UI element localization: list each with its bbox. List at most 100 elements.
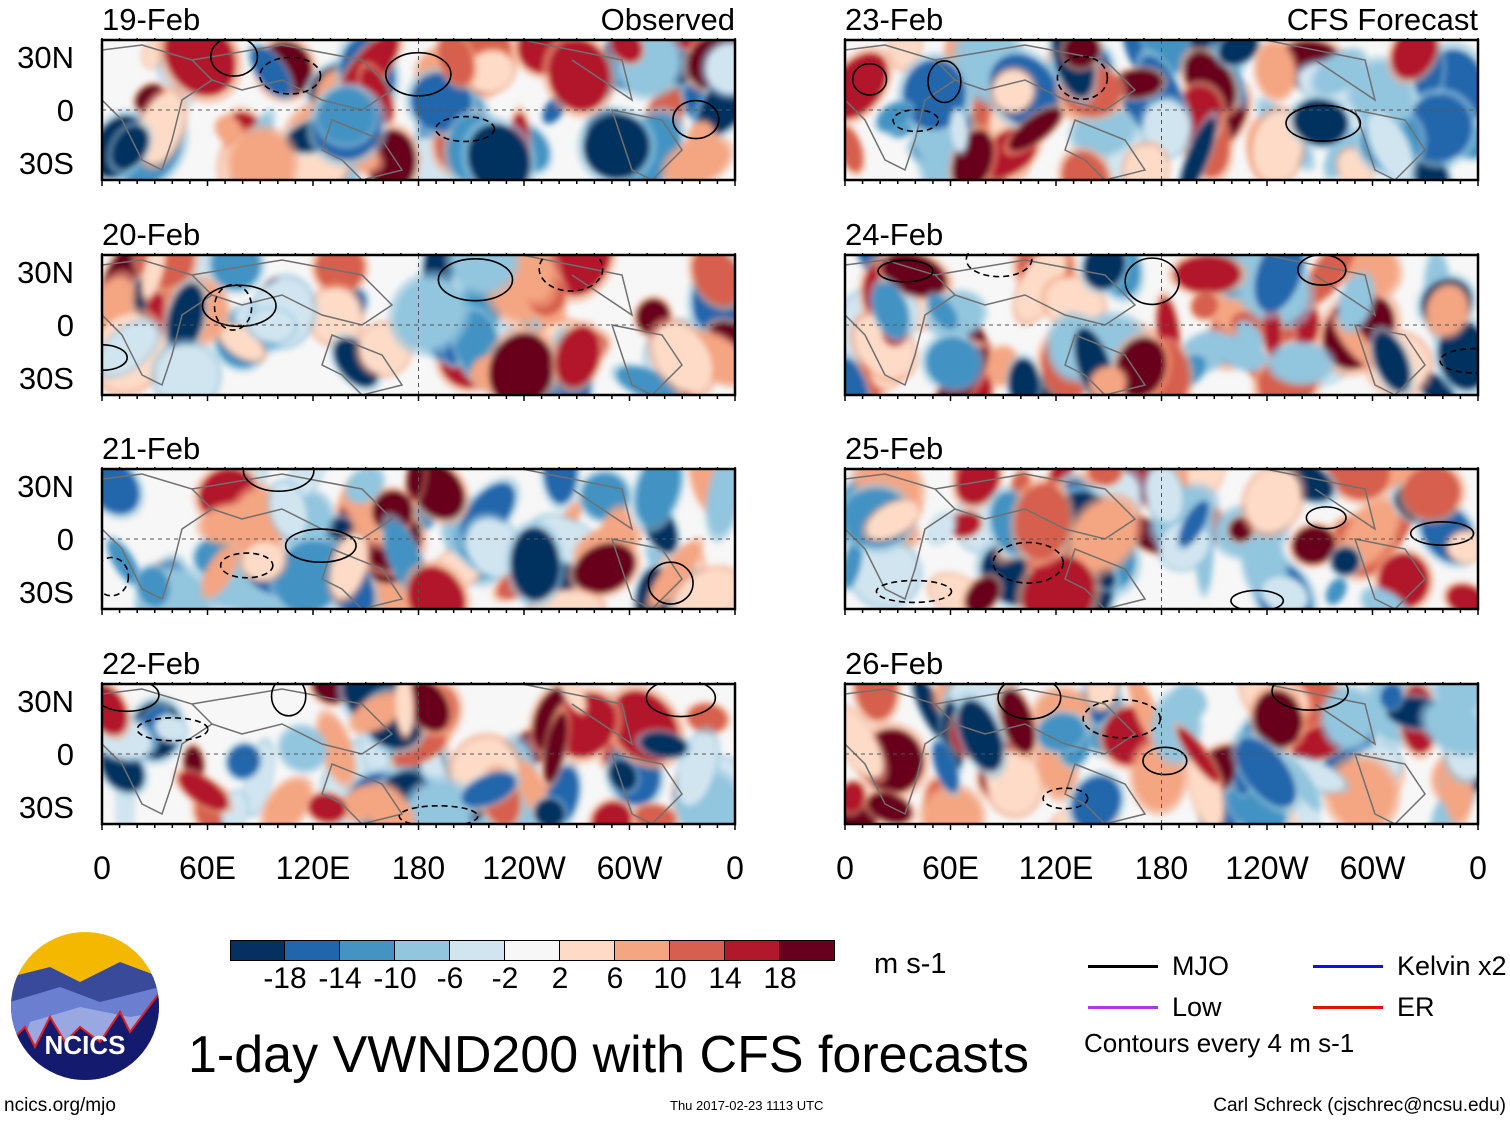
mjo-contour <box>1297 255 1347 286</box>
mjo-contour <box>201 284 277 328</box>
coastline <box>610 753 683 824</box>
anomaly-region <box>556 693 616 758</box>
coastline <box>102 688 214 816</box>
anomaly-region <box>394 278 464 349</box>
lat-label: 0 <box>56 737 74 772</box>
anomaly-region <box>1403 469 1461 519</box>
anomaly-region <box>1146 469 1183 522</box>
anomaly-region <box>653 323 713 392</box>
anomaly-region <box>1115 337 1167 395</box>
coastline <box>845 44 957 172</box>
anomaly-region <box>395 684 414 735</box>
mjo-contour <box>1271 684 1349 711</box>
lon-label: 180 <box>1134 850 1189 886</box>
anomaly-region <box>1087 684 1118 709</box>
anomaly-region <box>406 469 426 502</box>
mjo-contour <box>1042 787 1089 810</box>
mjo-contour <box>209 40 259 77</box>
legend-line <box>1088 1006 1158 1009</box>
anomaly-region <box>102 323 157 374</box>
anomaly-region <box>1237 322 1262 350</box>
lon-label: 0 <box>726 850 744 886</box>
footer-url[interactable]: ncics.org/mjo <box>4 1095 116 1116</box>
anomaly-region <box>1037 713 1085 751</box>
lat-label: 0 <box>56 308 74 343</box>
figure-title: 1-day VWND200 with CFS forecasts <box>188 1026 1029 1084</box>
anomaly-region <box>1299 788 1321 824</box>
anomaly-region <box>640 732 688 758</box>
anomaly-region <box>555 326 601 388</box>
lon-label: 120E <box>1018 850 1094 886</box>
anomaly-region <box>548 40 610 111</box>
legend-label: MJO <box>1172 951 1229 981</box>
lon-label: 180 <box>391 850 446 886</box>
lon-label: 120W <box>1225 850 1309 886</box>
anomaly-region <box>211 255 261 290</box>
anomaly-region <box>352 693 404 732</box>
anomaly-region <box>1292 525 1336 565</box>
anomaly-region <box>706 43 735 94</box>
map-panel <box>843 38 1480 186</box>
anomaly-region <box>845 53 888 119</box>
anomaly-region <box>1071 499 1137 571</box>
anomaly-region <box>178 771 229 811</box>
lat-label: 0 <box>56 93 74 128</box>
anomaly-region <box>559 684 586 712</box>
anomaly-region <box>289 469 326 501</box>
mjo-contour <box>437 258 514 302</box>
contour-note: Contours every 4 m s-1 <box>1084 1028 1355 1058</box>
colorbar-label: -6 <box>436 962 464 995</box>
anomaly-region <box>1088 469 1122 486</box>
lat-label: 30S <box>18 575 74 610</box>
coastline <box>1353 538 1426 609</box>
panel-date: 20-Feb <box>102 217 201 252</box>
colorbar-label: 18 <box>763 962 797 995</box>
anomaly-region <box>1262 576 1308 609</box>
colorbar-swatch <box>395 940 450 961</box>
anomaly-region <box>219 324 263 361</box>
anomaly-region <box>407 684 450 732</box>
anomaly-region <box>543 712 568 784</box>
mjo-contour <box>219 552 274 579</box>
anomaly-region <box>155 715 186 742</box>
anomaly-region <box>591 801 632 824</box>
anomaly-region <box>845 127 863 172</box>
anomaly-region <box>1063 40 1100 68</box>
coastline <box>1264 40 1377 102</box>
mjo-contour <box>992 541 1065 584</box>
anomaly-region <box>1125 145 1167 180</box>
coastline <box>1353 753 1426 824</box>
anomaly-region <box>1391 40 1438 80</box>
coastline <box>610 538 683 609</box>
coastline <box>1064 763 1147 824</box>
coastline <box>610 109 683 180</box>
logo-text: NCICS <box>45 1030 126 1060</box>
lon-label: 60W <box>596 850 663 886</box>
colorbar-swatch <box>780 940 835 961</box>
colorbar-label: 6 <box>606 962 624 995</box>
mjo-contour <box>102 556 130 597</box>
anomaly-region <box>1331 547 1360 576</box>
anomaly-region <box>573 542 636 594</box>
anomaly-region <box>1329 760 1395 824</box>
colorbar-label: -14 <box>318 962 362 995</box>
anomaly-region <box>534 798 565 824</box>
anomaly-region <box>461 772 517 808</box>
anomaly-region <box>227 744 261 779</box>
colorbar-label: 2 <box>551 962 569 995</box>
colorbar-swatch <box>340 940 395 961</box>
legend-line <box>1313 1006 1383 1009</box>
coastline <box>1264 684 1377 746</box>
colorbar-swatch <box>615 940 670 961</box>
anomaly-region <box>111 125 150 170</box>
lon-label: 60E <box>922 850 979 886</box>
panel-date: 26-Feb <box>845 646 944 681</box>
mjo-contour <box>284 528 357 564</box>
mjo-contour <box>645 684 717 718</box>
anomaly-region <box>216 116 241 143</box>
anomaly-region <box>510 527 560 601</box>
anomaly-region <box>958 699 1004 772</box>
legend-line <box>1313 965 1383 968</box>
anomaly-region <box>107 539 140 585</box>
anomaly-region <box>1367 112 1413 180</box>
